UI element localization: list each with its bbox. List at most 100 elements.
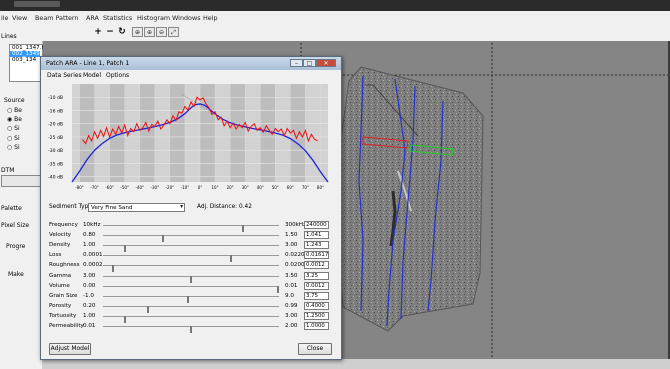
menu-data-series[interactable]: Data Series — [47, 72, 82, 79]
param-value-field[interactable]: 0.0012 — [304, 261, 329, 270]
y-tick-label: -20 dB — [48, 122, 63, 128]
param-label: Grain Size — [49, 292, 78, 299]
left-panel: Lines Source ○ Be ◉ Be ○ Si ○ Si ○ Si DT… — [0, 33, 43, 369]
patch-window-title: Patch ARA - Line 1, Patch 1 — [46, 60, 130, 67]
menu-file[interactable]: ile — [1, 14, 9, 22]
sediment-type-select[interactable]: Very Fine Sand ▾ — [88, 203, 185, 212]
param-min: 0.01 — [83, 323, 96, 329]
param-slider[interactable] — [103, 326, 279, 333]
slider-thumb[interactable] — [162, 235, 165, 243]
ara-chart: -10 dB -16 dB -20 dB -25 dB -30 dB -35 dB -40 … — [48, 84, 329, 190]
list-item-selected[interactable]: 002_1349.hs2 — [10, 51, 40, 57]
lines-label: Lines — [1, 33, 17, 40]
param-slider[interactable] — [103, 315, 279, 323]
param-slider[interactable] — [103, 285, 279, 293]
param-value-field[interactable]: 0.01617 — [304, 251, 329, 260]
slider-thumb[interactable] — [190, 326, 192, 333]
param-value-field[interactable]: 1.2500 — [304, 311, 329, 320]
slider-thumb[interactable] — [111, 265, 114, 273]
patch-marker-red[interactable] — [362, 136, 409, 149]
param-value-field[interactable]: 0.0012 — [304, 281, 329, 290]
refresh-button[interactable]: ↻ — [118, 27, 126, 37]
slider-thumb[interactable] — [230, 255, 233, 263]
menu-statistics[interactable]: Statistics — [103, 14, 133, 22]
app-title-bar — [0, 0, 670, 11]
slider-thumb[interactable] — [123, 245, 126, 253]
param-min: 1.00 — [83, 242, 96, 249]
series-model-line — [71, 103, 329, 183]
param-row: Porosity 0.20 0.99 0.4000 — [41, 301, 341, 313]
param-slider[interactable] — [103, 265, 279, 273]
param-slider[interactable] — [103, 245, 279, 253]
x-tick-label: 60° — [287, 185, 294, 190]
slider-thumb[interactable] — [123, 315, 126, 323]
menu-view[interactable]: View — [12, 14, 28, 22]
param-value-field[interactable]: 1.0000 — [304, 322, 329, 330]
list-item[interactable]: 001_1347.hs2 — [12, 45, 52, 51]
menu-windows[interactable]: Windows — [172, 14, 201, 22]
param-slider[interactable] — [103, 225, 279, 232]
minimize-icon[interactable]: – — [290, 59, 303, 67]
slider-thumb[interactable] — [242, 225, 245, 232]
patch-marker-green[interactable] — [409, 144, 454, 156]
menu-histogram[interactable]: Histogram — [137, 14, 171, 22]
patch-window-title-bar: Patch ARA - Line 1, Patch 1 – □ ✕ — [41, 57, 341, 70]
slider-thumb[interactable] — [146, 305, 149, 313]
pixel-size-label: Pixel Size — [1, 222, 30, 229]
x-tick-label: -80° — [75, 185, 84, 190]
param-max: 0.0220 — [285, 252, 305, 259]
param-min: 0.0001 — [83, 252, 103, 259]
slider-thumb[interactable] — [277, 285, 279, 293]
fit-view-icon[interactable]: ⤢ — [168, 27, 179, 37]
lines-list[interactable]: 001_1347.hs2 002_1349.hs2 003_134 — [9, 44, 52, 82]
param-value-field[interactable]: 240000 — [304, 221, 329, 229]
x-tick-label: 70° — [302, 185, 309, 190]
dtm-field[interactable] — [1, 175, 41, 187]
param-slider[interactable] — [103, 255, 279, 263]
x-tick-label: 10° — [212, 185, 219, 190]
source-option-4[interactable]: ○ Si — [7, 135, 20, 142]
progress-label: Progre — [6, 243, 26, 250]
param-value-field[interactable]: 3.75 — [304, 291, 329, 300]
menu-beam-pattern[interactable]: Beam Pattern — [35, 14, 79, 22]
x-tick-label: -20° — [166, 185, 175, 190]
param-slider[interactable] — [103, 295, 279, 303]
param-max: 3.00 — [285, 312, 298, 319]
add-line-button[interactable]: + — [94, 27, 102, 37]
param-max: 0.01 — [285, 282, 298, 289]
param-value-field[interactable]: 1.041 — [304, 231, 329, 240]
source-option-3[interactable]: ○ Si — [7, 125, 20, 132]
slider-thumb[interactable] — [186, 295, 189, 303]
source-option-2[interactable]: ◉ Be — [7, 116, 22, 123]
menu-options[interactable]: Options — [106, 72, 130, 79]
param-max: 1.50 — [285, 232, 298, 239]
source-option-1[interactable]: ○ Be — [7, 107, 22, 114]
param-label: Frequency — [49, 222, 78, 228]
maximize-icon[interactable]: □ — [303, 59, 316, 67]
menu-ara[interactable]: ARA — [86, 14, 99, 22]
incidence-marker — [181, 94, 219, 116]
param-slider[interactable] — [103, 235, 279, 243]
source-option-5[interactable]: ○ Si — [7, 144, 20, 151]
menu-model[interactable]: Model — [83, 72, 102, 79]
close-button[interactable]: Close — [298, 343, 332, 355]
patch-window-menu: Data Series Model Options — [41, 70, 341, 80]
list-item[interactable]: 003_134 — [12, 57, 37, 63]
zoom-out-icon[interactable]: ⊖ — [156, 27, 167, 37]
param-value-field[interactable]: 0.4000 — [304, 301, 329, 310]
param-slider[interactable] — [103, 305, 279, 313]
adjust-model-button[interactable]: Adjust Model — [49, 343, 91, 355]
param-max: 300kHz — [285, 222, 307, 228]
x-tick-label: 0° — [198, 185, 203, 190]
remove-line-button[interactable]: − — [106, 27, 114, 37]
close-icon[interactable]: ✕ — [316, 59, 336, 67]
zoom-icon[interactable]: ⊕ — [132, 27, 143, 37]
param-value-field[interactable]: 3.25 — [304, 271, 329, 280]
slider-thumb[interactable] — [190, 275, 192, 283]
zoom-in-icon[interactable]: ⊕ — [144, 27, 155, 37]
param-row: Roughness 0.0002 0.0200 0.0012 — [41, 261, 341, 273]
param-slider[interactable] — [103, 275, 279, 283]
menu-help[interactable]: Help — [203, 14, 218, 22]
param-value-field[interactable]: 1.243 — [304, 241, 329, 250]
plot-band — [109, 84, 125, 182]
